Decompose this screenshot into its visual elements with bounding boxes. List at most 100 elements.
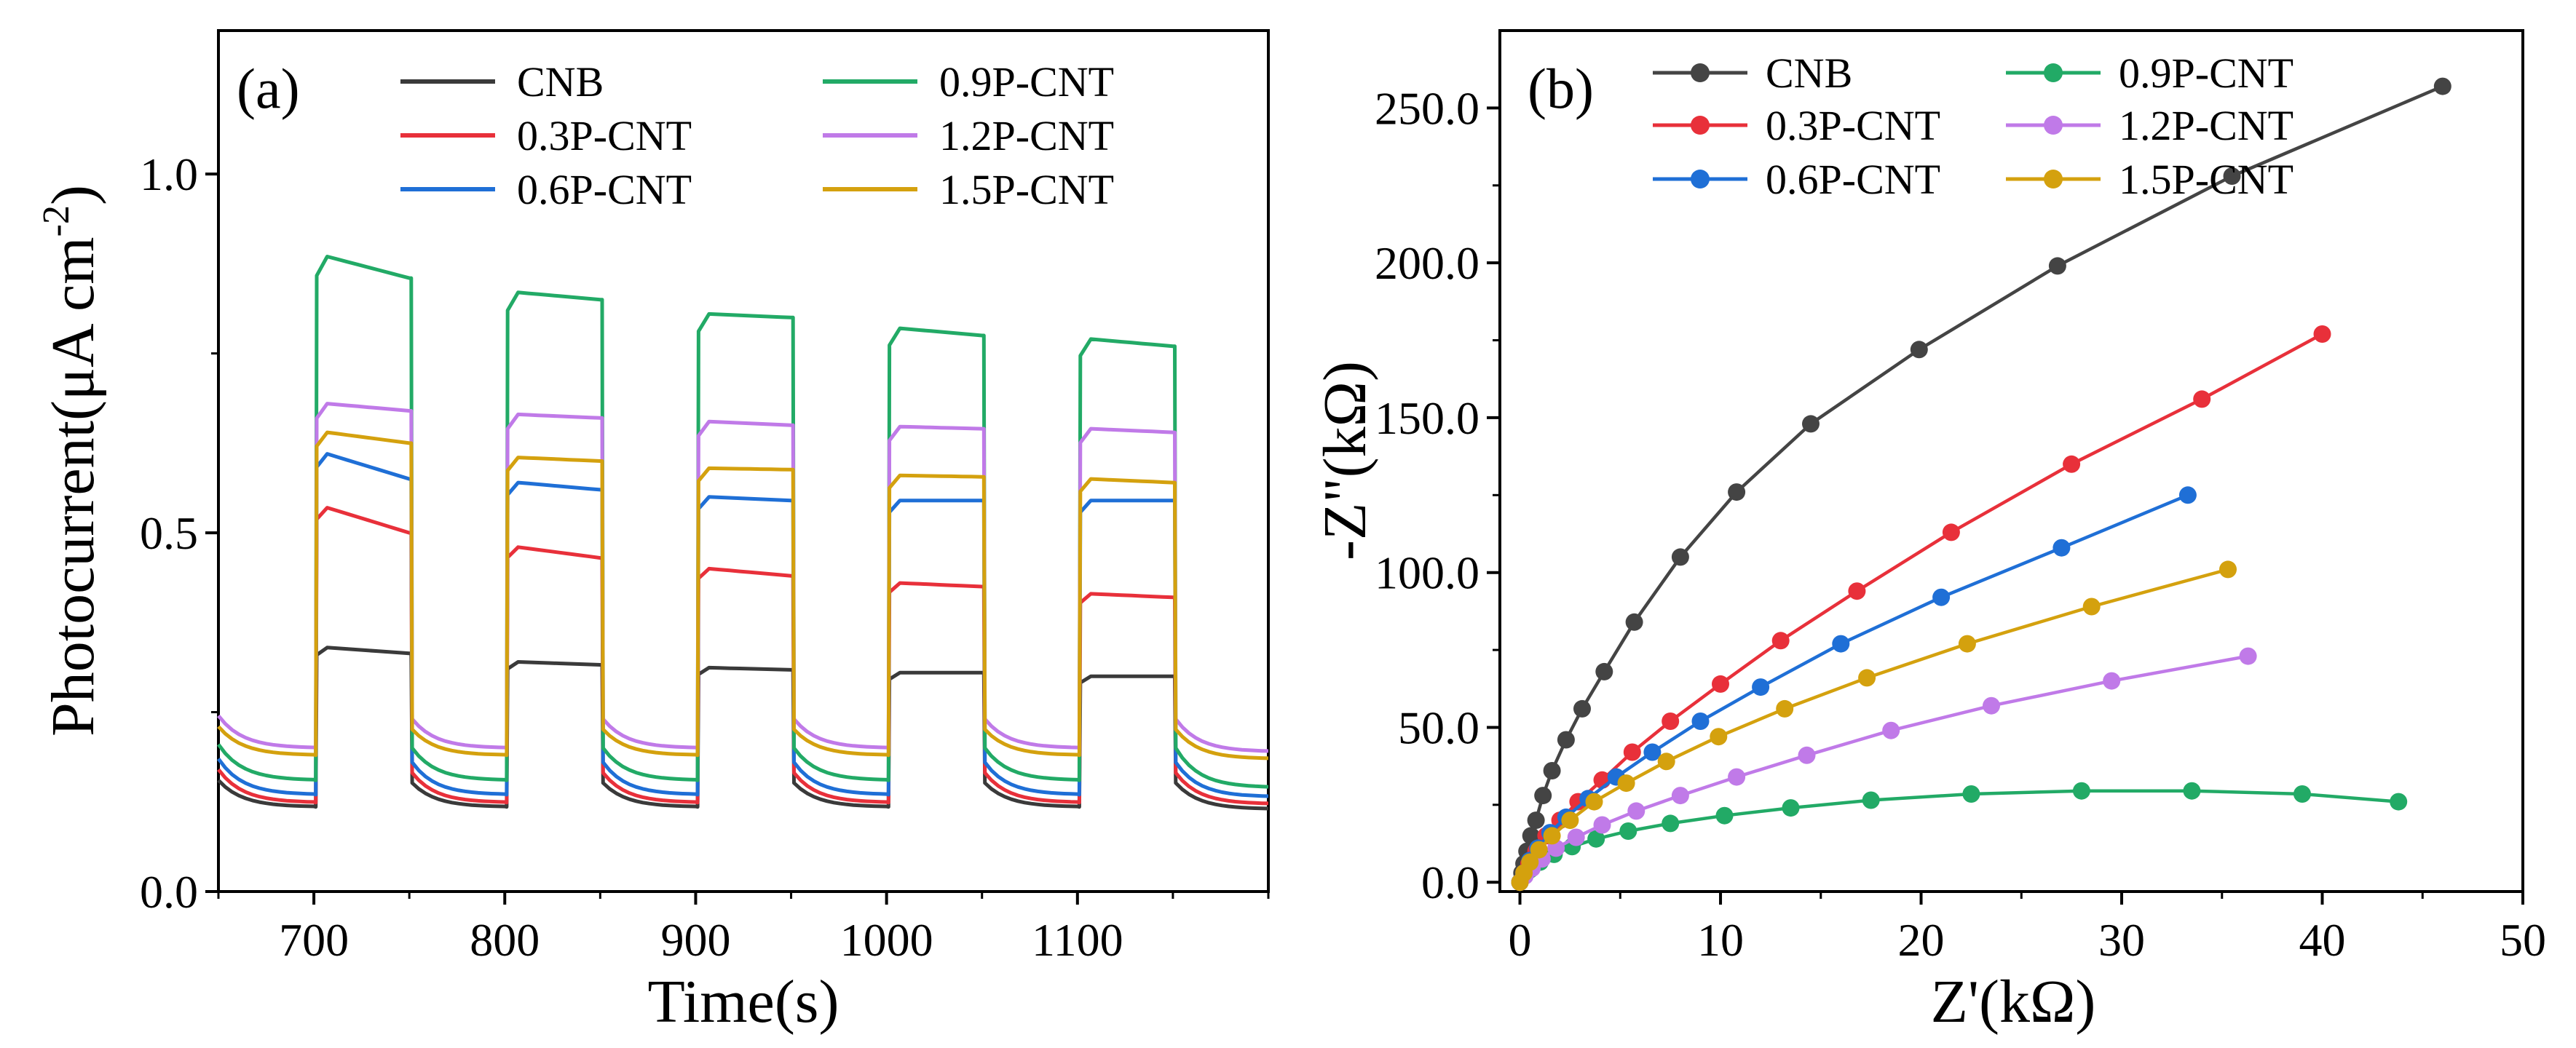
- panel-b-data-point-cnb: [1625, 613, 1643, 631]
- panel-a-y-tick-label: 1.0: [140, 148, 198, 200]
- panel-b-data-point-0-3p-cnt: [2063, 455, 2081, 473]
- panel-b-data-point-0-9p-cnt: [1619, 822, 1637, 840]
- panel-b-data-point-1-2p-cnt: [1671, 787, 1689, 805]
- panel-b-data-point-0-6p-cnt: [1643, 743, 1662, 761]
- panel-a-series-line-cnb: [217, 646, 1269, 811]
- panel-b-x-tick-label: 50: [2500, 914, 2546, 966]
- panel-a-legend-label-1-5p-cnt: 1.5P-CNT: [939, 166, 1114, 213]
- panel-b-data-point-0-9p-cnt: [1962, 785, 1980, 803]
- panel-b-legend-marker-0-3p-cnt: [1691, 116, 1710, 135]
- panel-a-x-tick-label: 800: [470, 914, 540, 966]
- panel-b-data-point-0-3p-cnt: [1712, 675, 1729, 693]
- panel-b-y-tick-label: 50.0: [1398, 702, 1479, 753]
- panel-b-data-point-1-5p-cnt: [1776, 699, 1794, 718]
- panel-b-data-point-1-5p-cnt: [2082, 598, 2101, 616]
- panel-b-data-point-0-3p-cnt: [1848, 582, 1866, 600]
- panel-b-data-point-1-2p-cnt: [1627, 802, 1645, 820]
- panel-b-x-tick-label: 0: [1509, 914, 1532, 966]
- panel-b-data-point-1-5p-cnt: [1710, 728, 1728, 746]
- panel-b-data-point-0-3p-cnt: [1662, 712, 1680, 730]
- panel-b-data-point-0-9p-cnt: [2390, 793, 2408, 811]
- panel-a-x-tick-label: 900: [660, 914, 730, 966]
- panel-b-legend-marker-0-6p-cnt: [1691, 170, 1710, 188]
- panel-a-x-tick-label: 700: [279, 914, 349, 966]
- panel-b-data-point-0-6p-cnt: [1752, 678, 1770, 696]
- panel-a-y-axis-label-main: Photocurrent(μA cm: [39, 237, 107, 737]
- panel-b-data-point-1-5p-cnt: [1530, 841, 1548, 859]
- panel-b-data-point-1-2p-cnt: [1798, 746, 1816, 764]
- panel-b-ticks: 0 10 20 30 40 50 0.0 50.0 100.0 150.0 200.0 250.0: [1375, 82, 2546, 966]
- panel-b-y-tick-label: 150.0: [1375, 392, 1479, 444]
- panel-b-y-tick-label: 250.0: [1375, 82, 1479, 134]
- panel-a-x-tick-label: 1000: [840, 914, 933, 966]
- panel-b-impedance-chart: (b) 0 10 20 30 40 50 0.0 50.0 100.0 150.0 200.0 250…: [1311, 29, 2546, 1036]
- panel-b-data-point-1-2p-cnt: [1593, 816, 1611, 834]
- panel-a-y-axis-label-close: ): [39, 185, 107, 205]
- panel-a-x-tick-label: 1100: [1032, 914, 1123, 966]
- panel-b-data-point-cnb: [1573, 699, 1591, 718]
- panel-b-data-point-cnb: [1728, 483, 1746, 501]
- panel-b-data-point-1-5p-cnt: [1543, 827, 1561, 845]
- panel-b-data-point-1-5p-cnt: [1617, 774, 1635, 793]
- panel-b-legend-label-0-6p-cnt: 0.6P-CNT: [1766, 156, 1940, 203]
- panel-b-data-point-0-9p-cnt: [1782, 799, 1800, 817]
- panel-a-y-axis-label-exponent: -2: [36, 205, 77, 237]
- panel-b-data-point-cnb: [1802, 415, 1820, 433]
- panel-a-series-line-0-3p-cnt: [217, 506, 1269, 806]
- panel-a-legend-label-cnb: CNB: [517, 58, 604, 106]
- panel-b-y-tick-label: 0.0: [1421, 857, 1479, 908]
- panel-b-data-point-1-2p-cnt: [2103, 672, 2121, 690]
- panel-a-legend-label-0-9p-cnt: 0.9P-CNT: [939, 58, 1114, 106]
- panel-b-x-tick-label: 20: [1898, 914, 1945, 966]
- panel-b-data-point-cnb: [1557, 731, 1575, 749]
- panel-b-x-tick-label: 40: [2299, 914, 2346, 966]
- panel-b-plot-frame: [1498, 29, 2524, 893]
- panel-b-data-point-0-3p-cnt: [2313, 325, 2331, 343]
- panel-a-series-line-0-6p-cnt: [217, 452, 1269, 798]
- panel-b-legend-label-0-3p-cnt: 0.3P-CNT: [1766, 102, 1940, 149]
- panel-b-data-point-0-3p-cnt: [1942, 523, 1960, 541]
- panel-b-data-point-1-2p-cnt: [1567, 828, 1585, 846]
- panel-a-plot-frame: [217, 29, 1270, 893]
- panel-b-data-point-1-5p-cnt: [1561, 811, 1579, 830]
- panel-b-series: [1511, 77, 2451, 892]
- panel-b-data-point-0-9p-cnt: [1662, 814, 1680, 833]
- panel-b-data-point-cnb: [2433, 77, 2451, 95]
- panel-b-data-point-1-2p-cnt: [2239, 647, 2257, 665]
- panel-b-data-point-1-5p-cnt: [2219, 560, 2237, 579]
- panel-a-legend-label-0-6p-cnt: 0.6P-CNT: [517, 166, 692, 213]
- panel-b-legend-marker-cnb: [1691, 63, 1710, 82]
- panel-b-data-point-0-9p-cnt: [2072, 782, 2090, 800]
- panel-b-data-point-1-2p-cnt: [1728, 768, 1746, 786]
- panel-b-legend-marker-1-2p-cnt: [2044, 116, 2063, 135]
- panel-b-data-point-0-9p-cnt: [1587, 830, 1605, 848]
- panel-a-y-tick-label: 0.5: [140, 507, 198, 559]
- panel-a-photocurrent-chart: (a) 700 800 900 1000 1100 0.0 0.5 1.0 CNB 0.3P-C…: [36, 29, 1270, 1036]
- panel-a-y-tick-label: 0.0: [140, 866, 198, 918]
- panel-b-legend-label-1-2p-cnt: 1.2P-CNT: [2119, 102, 2293, 149]
- panel-b-x-tick-label: 10: [1697, 914, 1744, 966]
- panel-b-x-tick-label: 30: [2098, 914, 2145, 966]
- panel-b-data-point-1-5p-cnt: [1958, 635, 1976, 653]
- panel-b-data-point-1-5p-cnt: [1585, 793, 1603, 811]
- panel-a-legend: CNB 0.3P-CNT 0.6P-CNT 0.9P-CNT 1.2P-CNT 1.5P-…: [400, 58, 1114, 213]
- panel-b-data-point-cnb: [2223, 167, 2241, 185]
- panel-b-data-point-0-9p-cnt: [2293, 785, 2311, 803]
- panel-a-y-axis-label: Photocurrent(μA cm-2): [36, 185, 107, 737]
- panel-b-data-point-cnb: [1595, 662, 1613, 680]
- panel-a-series: [217, 255, 1269, 811]
- panel-b-data-point-0-3p-cnt: [1771, 632, 1790, 650]
- panel-a-series-line-1-5p-cnt: [217, 430, 1269, 761]
- panel-b-data-point-0-9p-cnt: [1715, 806, 1734, 825]
- panel-b-data-point-0-6p-cnt: [2052, 539, 2071, 557]
- panel-b-x-axis-label: Z'(kΩ): [1931, 968, 2096, 1036]
- panel-b-data-point-1-5p-cnt: [1521, 853, 1539, 871]
- panel-b-data-point-cnb: [1527, 811, 1545, 830]
- panel-b-data-point-0-6p-cnt: [1832, 635, 1850, 653]
- panel-b-data-point-1-2p-cnt: [1983, 696, 2000, 715]
- panel-b-data-point-0-6p-cnt: [1691, 712, 1710, 730]
- panel-b-data-point-cnb: [1543, 762, 1561, 779]
- panel-b-data-point-1-5p-cnt: [1657, 753, 1675, 771]
- panel-b-legend-marker-0-9p-cnt: [2044, 63, 2063, 82]
